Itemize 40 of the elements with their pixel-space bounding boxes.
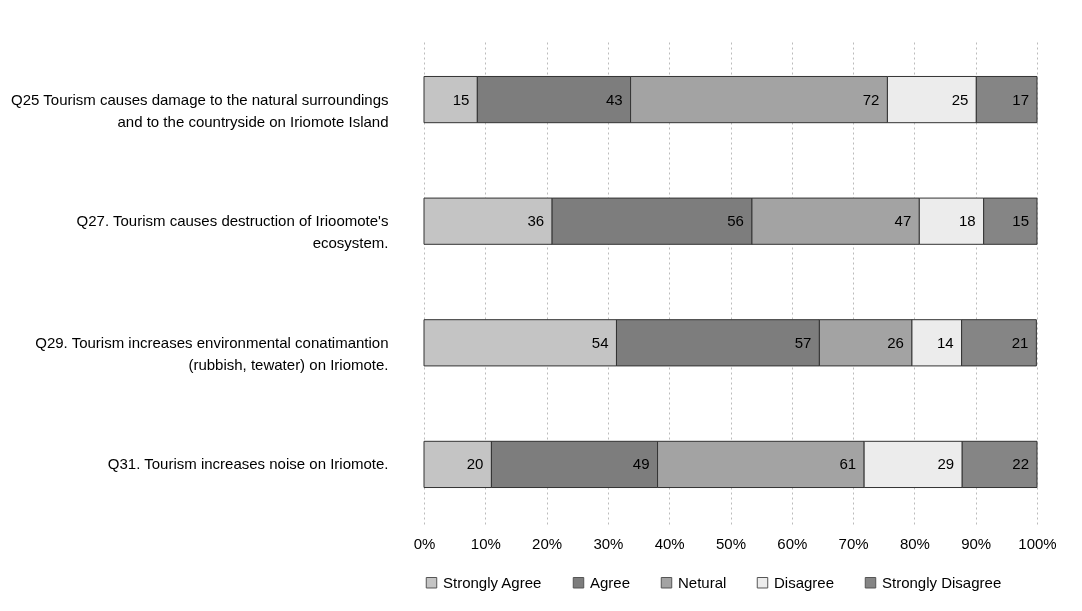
annotation: 22: [1012, 455, 1029, 473]
y-tick-label: Q29. Tourism increases environmental conatimantion (rubbish, tewater) on Iriomote.: [35, 333, 389, 373]
annotation: 47: [894, 212, 912, 230]
annotation: 26: [887, 333, 904, 351]
y-tick-label: Q25 Tourism causes damage to the natural surroundings and to the countryside on Iriomote Island: [11, 90, 389, 130]
x-tick-label: 70%: [838, 534, 869, 552]
x-tick-label: 60%: [777, 534, 808, 552]
x-tick-label: 80%: [899, 534, 930, 552]
x-tick-label: 90%: [961, 534, 992, 552]
x-tick-label: 30%: [593, 534, 624, 552]
annotation: 14: [936, 333, 954, 351]
x-tick-label: 20%: [532, 534, 563, 552]
annotation: 25: [951, 90, 969, 108]
annotation: 20: [466, 455, 484, 473]
legend-label: Strongly Disagree: [882, 573, 1002, 591]
annotation: 54: [591, 333, 609, 351]
y-tick-label: Q31. Tourism increases noise on Iriomote.: [107, 455, 389, 473]
annotation: 72: [862, 90, 880, 108]
x-tick-label: 40%: [654, 534, 685, 552]
annotation: 56: [727, 212, 744, 230]
legend-label: Agree: [590, 573, 631, 591]
annotation: 36: [527, 212, 545, 230]
annotation: 43: [605, 90, 623, 108]
legend-label: Disagree: [774, 573, 835, 591]
x-tick-label: 10%: [470, 534, 501, 552]
y-tick-label: Q27. Tourism causes destruction of Irioomote's ecosystem.: [76, 212, 389, 252]
annotation: 49: [632, 455, 650, 473]
annotation: 18: [958, 212, 976, 230]
x-tick-label: 100%: [1018, 534, 1057, 552]
legend-label: Netural: [678, 573, 727, 591]
annotation: 57: [794, 333, 812, 351]
annotation: 15: [452, 90, 470, 108]
annotation: 29: [937, 455, 955, 473]
annotation: 21: [1011, 333, 1029, 351]
annotation: 61: [839, 455, 857, 473]
annotation: 17: [1012, 90, 1029, 108]
annotation: 15: [1012, 212, 1029, 230]
legend-label: Strongly Agree: [443, 573, 542, 591]
x-tick-label: 50%: [715, 534, 747, 552]
x-tick-label: 0%: [413, 534, 436, 552]
